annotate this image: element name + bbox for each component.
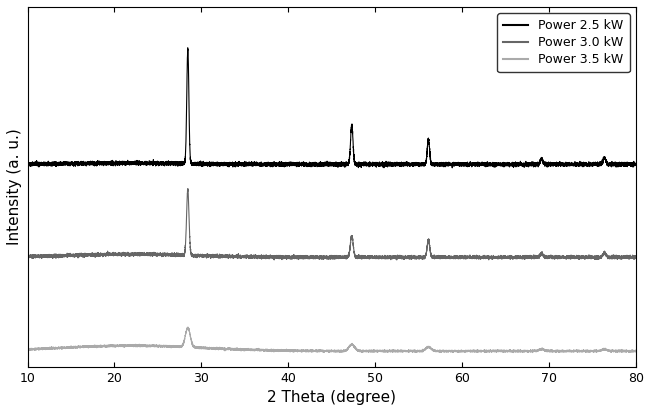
- Power 2.5 kW: [573, 162, 581, 167]
- Power 2.5 kW: [253, 162, 261, 167]
- Y-axis label: Intensity (a. u.): Intensity (a. u.): [7, 129, 22, 245]
- Power 2.5 kW: [23, 161, 31, 166]
- Power 2.5 kW: [632, 162, 640, 167]
- Power 3.0 kW: [253, 255, 261, 260]
- Power 3.0 kW: [23, 254, 31, 259]
- Legend: Power 2.5 kW, Power 3.0 kW, Power 3.5 kW: Power 2.5 kW, Power 3.0 kW, Power 3.5 kW: [497, 13, 630, 72]
- Power 3.5 kW: [253, 347, 261, 352]
- Power 3.0 kW: [162, 252, 170, 257]
- Power 3.0 kW: [184, 186, 192, 191]
- Power 3.5 kW: [529, 350, 536, 355]
- Power 2.5 kW: [120, 161, 128, 166]
- Power 2.5 kW: [162, 159, 170, 164]
- Power 3.5 kW: [184, 325, 191, 330]
- Line: Power 3.5 kW: Power 3.5 kW: [27, 327, 636, 353]
- Power 3.0 kW: [393, 258, 400, 262]
- Power 3.0 kW: [573, 253, 581, 258]
- Power 3.5 kW: [165, 344, 173, 349]
- Power 3.5 kW: [573, 349, 581, 354]
- Power 3.5 kW: [120, 342, 128, 347]
- Power 3.5 kW: [23, 346, 31, 351]
- Power 2.5 kW: [165, 162, 173, 167]
- Power 3.5 kW: [632, 349, 640, 354]
- Power 2.5 kW: [449, 165, 456, 170]
- Power 2.5 kW: [184, 45, 191, 50]
- Power 3.0 kW: [161, 250, 169, 255]
- Power 3.5 kW: [161, 344, 169, 349]
- Line: Power 3.0 kW: Power 3.0 kW: [27, 189, 636, 260]
- Power 2.5 kW: [161, 160, 169, 165]
- Power 3.0 kW: [632, 255, 640, 260]
- Power 3.0 kW: [165, 252, 173, 257]
- Power 3.5 kW: [162, 343, 170, 348]
- Power 3.0 kW: [120, 253, 128, 258]
- Line: Power 2.5 kW: Power 2.5 kW: [27, 48, 636, 168]
- X-axis label: 2 Theta (degree): 2 Theta (degree): [268, 390, 396, 405]
